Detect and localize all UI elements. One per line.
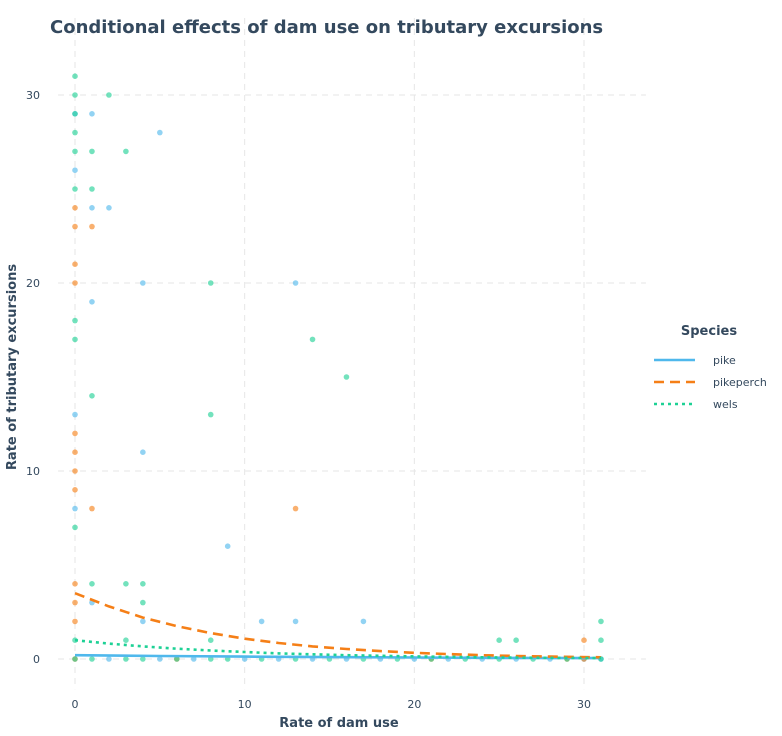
point-wels bbox=[343, 374, 350, 380]
point-pikeperch bbox=[89, 505, 95, 512]
point-pike bbox=[190, 656, 197, 662]
point-wels bbox=[72, 524, 78, 531]
point-pikeperch bbox=[72, 449, 78, 456]
point-wels bbox=[72, 148, 78, 155]
point-pike bbox=[140, 618, 146, 625]
point-pikeperch bbox=[581, 637, 587, 643]
point-pike bbox=[89, 111, 95, 117]
point-wels bbox=[72, 73, 78, 79]
legend-label-pike: pike bbox=[713, 354, 736, 367]
point-wels bbox=[207, 637, 214, 643]
legend-label-wels: wels bbox=[713, 398, 738, 411]
point-pikeperch bbox=[72, 205, 78, 211]
point-pike bbox=[106, 656, 112, 662]
x-axis-ticks: 0 10 20 30 bbox=[72, 698, 592, 711]
fit-curves bbox=[74, 591, 602, 660]
point-wels bbox=[89, 393, 95, 399]
point-wels bbox=[89, 581, 95, 587]
point-wels bbox=[89, 186, 95, 192]
curve-pike bbox=[74, 653, 602, 660]
point-wels bbox=[72, 129, 78, 136]
point-pike bbox=[89, 205, 95, 211]
point-wels bbox=[123, 656, 129, 662]
curve-wels bbox=[74, 638, 602, 660]
chart-title: Conditional effects of dam use on tribut… bbox=[50, 17, 603, 38]
point-pikeperch bbox=[72, 581, 78, 587]
point-pikeperch bbox=[72, 618, 78, 625]
point-wels bbox=[123, 581, 129, 587]
y-tick-label: 0 bbox=[33, 653, 40, 666]
point-pikeperch bbox=[72, 487, 78, 493]
point-wels bbox=[123, 637, 129, 643]
point-pike bbox=[157, 129, 163, 136]
point-wels bbox=[140, 656, 146, 662]
data-points bbox=[72, 73, 604, 662]
point-wels bbox=[140, 581, 146, 587]
point-pike bbox=[224, 543, 231, 549]
point-wels bbox=[174, 656, 180, 662]
point-wels bbox=[72, 186, 78, 192]
point-pikeperch bbox=[72, 468, 78, 474]
point-wels bbox=[598, 637, 604, 643]
y-tick-label: 30 bbox=[26, 89, 40, 102]
x-axis-title: Rate of dam use bbox=[279, 716, 399, 731]
point-pike bbox=[106, 205, 112, 211]
point-wels bbox=[72, 336, 78, 343]
point-pike bbox=[89, 299, 95, 305]
point-pikeperch bbox=[72, 430, 78, 437]
point-pike bbox=[140, 280, 146, 286]
point-pikeperch bbox=[72, 280, 78, 286]
point-wels bbox=[207, 411, 214, 418]
point-pike bbox=[360, 618, 367, 625]
legend-label-pikeperch: pikeperch bbox=[713, 376, 767, 389]
point-wels bbox=[140, 599, 146, 606]
point-wels bbox=[207, 280, 214, 286]
grid bbox=[58, 18, 646, 690]
y-axis-title: Rate of tributary excursions bbox=[5, 264, 20, 470]
point-pike bbox=[292, 618, 299, 625]
point-pikeperch bbox=[72, 223, 78, 230]
y-axis-ticks: 0 10 20 30 bbox=[26, 89, 40, 666]
point-wels bbox=[598, 618, 604, 625]
y-tick-label: 20 bbox=[26, 277, 40, 290]
point-pike bbox=[72, 505, 78, 512]
point-wels bbox=[72, 317, 78, 324]
point-pike bbox=[258, 618, 265, 625]
point-wels bbox=[123, 148, 129, 155]
x-tick-label: 10 bbox=[238, 698, 252, 711]
point-wels bbox=[72, 92, 78, 98]
point-wels bbox=[72, 111, 78, 117]
point-wels bbox=[513, 637, 519, 643]
point-pikeperch bbox=[72, 599, 78, 606]
curve-pikeperch bbox=[74, 591, 602, 659]
y-tick-label: 10 bbox=[26, 465, 40, 478]
point-wels bbox=[72, 656, 78, 662]
x-tick-label: 0 bbox=[72, 698, 79, 711]
point-pike bbox=[157, 656, 163, 662]
x-tick-label: 20 bbox=[407, 698, 421, 711]
point-pike bbox=[72, 411, 78, 418]
legend: Species pike pikeperch wels bbox=[654, 324, 767, 411]
point-wels bbox=[89, 656, 95, 662]
point-pike bbox=[140, 449, 146, 456]
point-pike bbox=[292, 280, 299, 286]
x-tick-label: 30 bbox=[577, 698, 591, 711]
point-pikeperch bbox=[292, 505, 299, 512]
point-wels bbox=[89, 148, 95, 155]
point-pike bbox=[72, 167, 78, 173]
point-wels bbox=[496, 637, 502, 643]
point-pikeperch bbox=[89, 223, 95, 230]
point-wels bbox=[106, 92, 112, 98]
point-wels bbox=[309, 336, 316, 343]
point-pikeperch bbox=[72, 261, 78, 268]
legend-title: Species bbox=[681, 324, 737, 339]
